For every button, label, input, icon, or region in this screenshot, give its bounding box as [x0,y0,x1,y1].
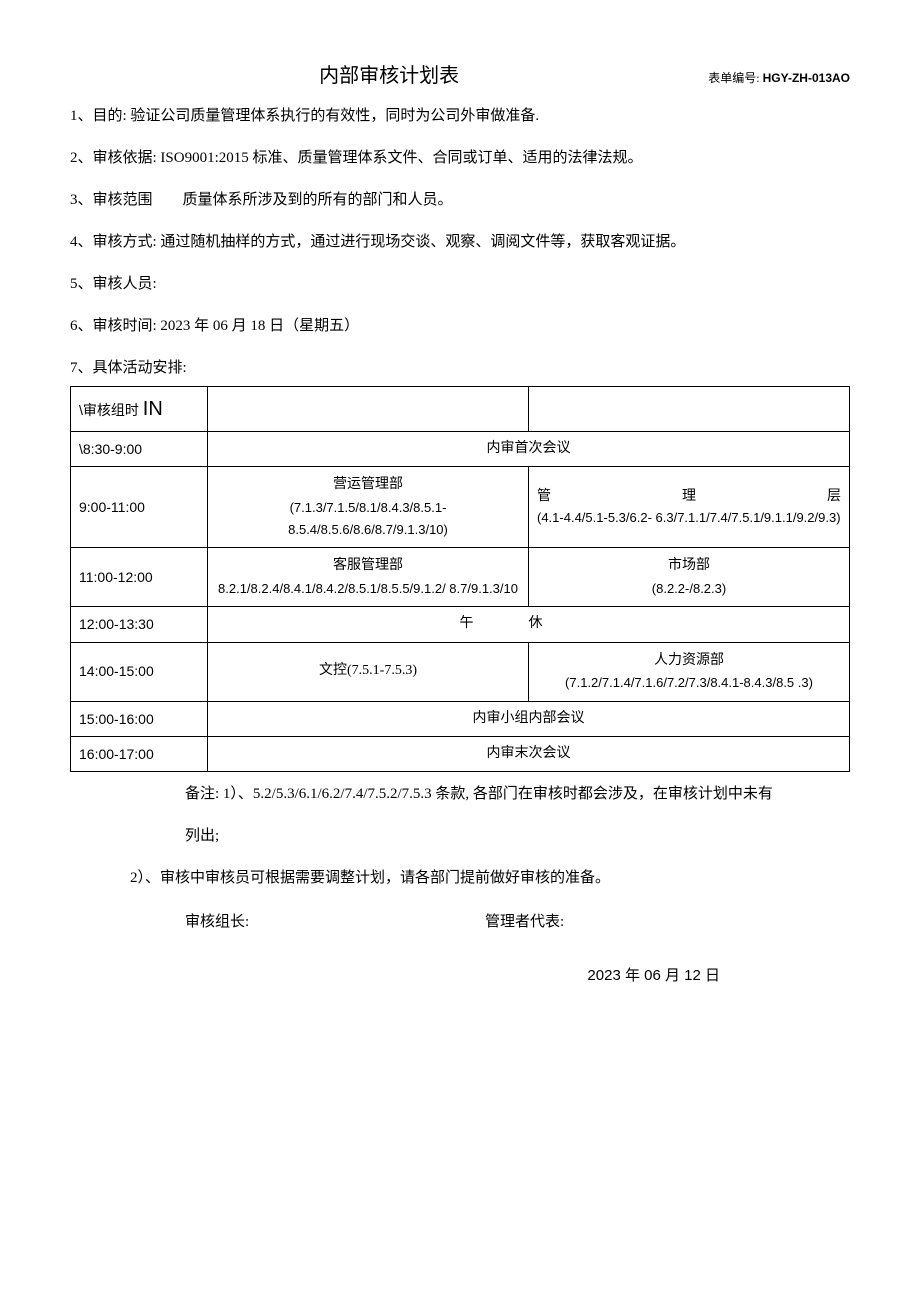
market-dept: 市场部 (8.2.2-/8.2.3) [529,548,850,607]
item-basis: 2、审核依据: ISO9001:2015 标准、质量管理体系文件、合同或订单、适… [70,146,850,170]
schedule-table: \审核组时 IN \8:30-9:00 内审首次会议 9:00-11:00 营运… [70,386,850,772]
cs-dept-title: 客服管理部 [216,554,520,578]
mgmt-b: 理 [682,486,696,508]
time-1500: 15:00-16:00 [71,701,208,736]
table-header-left: \审核组时 IN [71,387,208,432]
table-header-right [529,387,850,432]
mgmt-c: 层 [827,486,841,508]
note-2: 2）、审核中审核员可根据需要调整计划，请各部门提前做好审核的准备。 [130,866,850,890]
note-1b: 列出; [185,824,850,848]
mgmt-a: 管 [537,486,551,508]
item-schedule-label: 7、具体活动安排: [70,356,850,380]
time-1400: 14:00-15:00 [71,642,208,701]
audit-leader-label: 审核组长: [185,910,485,934]
cs-dept: 客服管理部 8.2.1/8.2.4/8.4.1/8.4.2/8.5.1/8.5.… [208,548,529,607]
ops-dept: 营运管理部 (7.1.3/7.1.5/8.1/8.4.3/8.5.1- 8.5.… [208,467,529,548]
table-header-mid [208,387,529,432]
first-meeting: 内审首次会议 [208,432,850,467]
hr-dept-codes: (7.1.2/7.1.4/7.1.6/7.2/7.3/8.4.1-8.4.3/8… [537,672,841,694]
internal-meeting: 内审小组内部会议 [208,701,850,736]
lunch-break: 午休 [208,607,850,642]
page-title: 内部审核计划表 [70,60,708,92]
final-meeting: 内审末次会议 [208,736,850,771]
header-in: IN [143,398,163,420]
item-time: 6、审核时间: 2023 年 06 月 18 日（星期五） [70,314,850,338]
form-code: 表单编号: HGY-ZH-013AO [708,69,850,88]
market-dept-title: 市场部 [537,554,841,578]
doc-control: 文控(7.5.1-7.5.3) [208,642,529,701]
market-dept-codes: (8.2.2-/8.2.3) [537,578,841,600]
ops-dept-codes: (7.1.3/7.1.5/8.1/8.4.3/8.5.1- 8.5.4/8.5.… [216,497,520,541]
issue-date: 2023 年 06 月 12 日 [70,964,720,988]
time-0900: 9:00-11:00 [71,467,208,548]
time-0830: \8:30-9:00 [71,432,208,467]
item-purpose: 1、目的: 验证公司质量管理体系执行的有效性，同时为公司外审做准备. [70,104,850,128]
management-rep-label: 管理者代表: [485,910,564,934]
hr-dept: 人力资源部 (7.1.2/7.1.4/7.1.6/7.2/7.3/8.4.1-8… [529,642,850,701]
mgmt-layer: 管 理 层 (4.1-4.4/5.1-5.3/6.2- 6.3/7.1.1/7.… [529,467,850,548]
time-1100: 11:00-12:00 [71,548,208,607]
mgmt-codes: (4.1-4.4/5.1-5.3/6.2- 6.3/7.1.1/7.4/7.5.… [537,508,841,529]
form-code-label: 表单编号: [708,71,759,85]
time-1600: 16:00-17:00 [71,736,208,771]
time-1200: 12:00-13:30 [71,607,208,642]
item-auditors: 5、审核人员: [70,272,850,296]
header-prefix: \审核组时 [79,402,143,418]
note-1a: 备注: 1）、5.2/5.3/6.1/6.2/7.4/7.5.2/7.5.3 条… [185,782,850,806]
item-scope: 3、审核范围 质量体系所涉及到的所有的部门和人员。 [70,188,850,212]
cs-dept-codes: 8.2.1/8.2.4/8.4.1/8.4.2/8.5.1/8.5.5/9.1.… [216,578,520,600]
form-code-value: HGY-ZH-013AO [763,71,850,85]
ops-dept-title: 营运管理部 [216,473,520,497]
hr-dept-title: 人力资源部 [537,649,841,673]
item-method: 4、审核方式: 通过随机抽样的方式，通过进行现场交谈、观察、调阅文件等，获取客观… [70,230,850,254]
signature-row: 审核组长: 管理者代表: [185,910,850,934]
notes-block: 备注: 1）、5.2/5.3/6.1/6.2/7.4/7.5.2/7.5.3 条… [185,782,850,848]
